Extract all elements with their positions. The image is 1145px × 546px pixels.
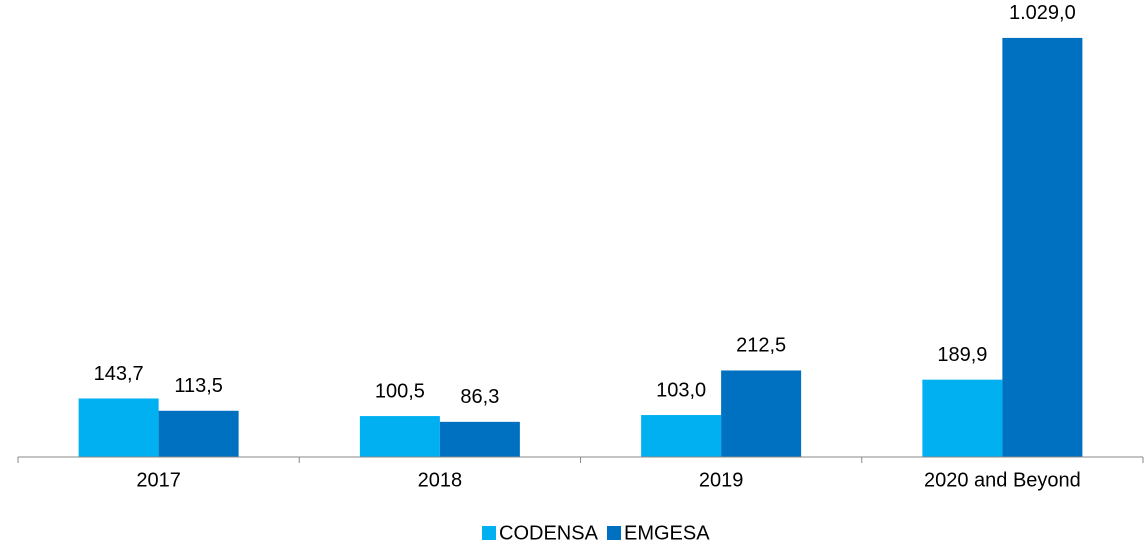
- legend-swatch: [482, 526, 496, 540]
- x-tick-label: 2018: [418, 469, 463, 491]
- data-label: 113,5: [174, 375, 223, 397]
- data-label: 143,7: [94, 363, 144, 385]
- legend-label: EMGESA: [624, 522, 710, 544]
- data-label: 212,5: [736, 335, 786, 357]
- x-tick-label: 2017: [136, 469, 181, 491]
- data-label: 103,0: [656, 379, 706, 401]
- x-tick-label: 2019: [699, 469, 744, 491]
- bar: [439, 421, 520, 457]
- bar: [1002, 37, 1083, 458]
- bar: [922, 379, 1003, 457]
- data-label: 100,5: [375, 380, 425, 402]
- data-label: 86,3: [460, 386, 499, 408]
- data-label: 189,9: [937, 344, 987, 366]
- bar: [641, 415, 722, 457]
- bar: [721, 370, 802, 457]
- legend-swatch: [607, 526, 621, 540]
- bar: [359, 416, 440, 457]
- bar: [158, 410, 239, 457]
- data-label: 1.029,0: [1009, 2, 1076, 24]
- x-tick-label: 2020 and Beyond: [924, 469, 1081, 491]
- legend-label: CODENSA: [499, 522, 599, 544]
- bar: [78, 398, 159, 457]
